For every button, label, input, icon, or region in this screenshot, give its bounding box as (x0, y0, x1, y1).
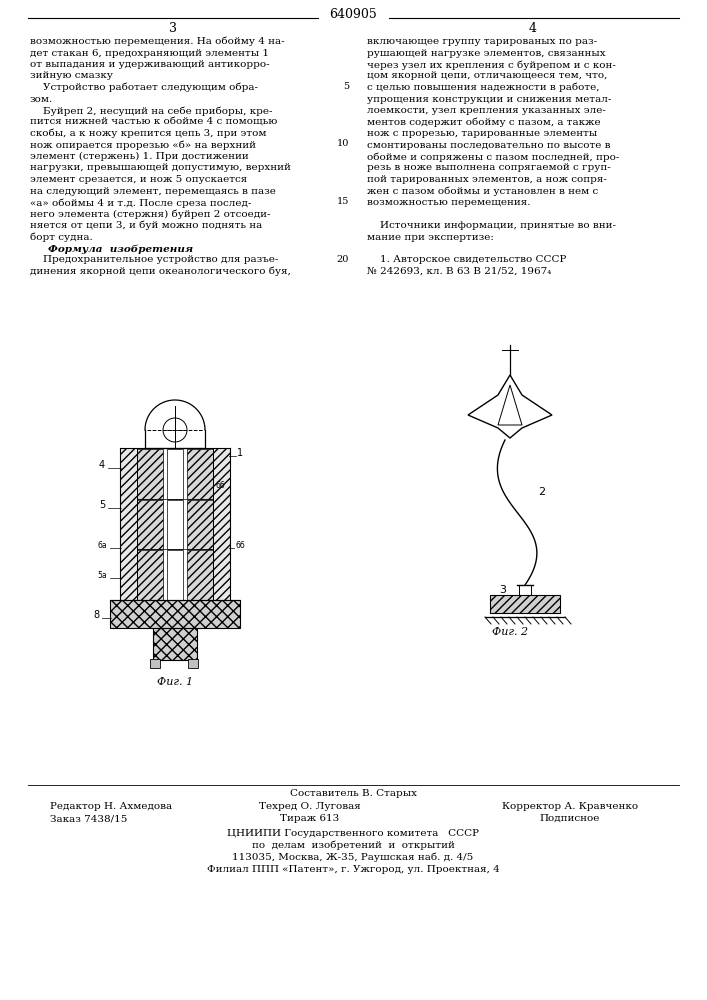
Bar (120, 448, 137, 600)
Bar (137, 550, 163, 600)
Text: включающее группу тарированых по раз-: включающее группу тарированых по раз- (367, 37, 597, 46)
Text: цом якорной цепи, отличающееся тем, что,: цом якорной цепи, отличающееся тем, что, (367, 72, 607, 81)
Text: динения якорной цепи океанологического буя,: динения якорной цепи океанологического б… (30, 267, 291, 276)
Text: обойме и сопряжены с пазом последней, про-: обойме и сопряжены с пазом последней, пр… (367, 152, 619, 161)
Text: 6б: 6б (236, 541, 245, 550)
Text: Источники информации, принятые во вни-: Источники информации, принятые во вни- (367, 221, 616, 230)
Text: ментов содержит обойму с пазом, а также: ментов содержит обойму с пазом, а также (367, 117, 601, 127)
Text: Буйреп 2, несущий на себе приборы, кре-: Буйреп 2, несущий на себе приборы, кре- (30, 106, 272, 115)
Bar (188, 659, 198, 668)
Text: возможностью перемещения. На обойму 4 на-: возможностью перемещения. На обойму 4 на… (30, 37, 285, 46)
Text: упрощения конструкции и снижения метал-: упрощения конструкции и снижения метал- (367, 95, 612, 104)
Bar (187, 550, 213, 600)
Text: смонтированы последовательно по высоте в: смонтированы последовательно по высоте в (367, 140, 611, 149)
Text: элемент срезается, и нож 5 опускается: элемент срезается, и нож 5 опускается (30, 175, 247, 184)
Text: зийную смазку: зийную смазку (30, 72, 113, 81)
Bar (110, 600, 240, 628)
Bar (167, 500, 183, 549)
Text: Формула  изобретения: Формула изобретения (48, 244, 193, 253)
Text: 3: 3 (169, 22, 177, 35)
Text: зом.: зом. (30, 95, 53, 104)
Text: Фиг. 1: Фиг. 1 (157, 677, 193, 687)
Text: мание при экспертизе:: мание при экспертизе: (367, 232, 494, 241)
Text: пится нижней частью к обойме 4 с помощью: пится нижней частью к обойме 4 с помощью (30, 117, 277, 126)
Text: Филиал ППП «Патент», г. Ужгород, ул. Проектная, 4: Филиал ППП «Патент», г. Ужгород, ул. Про… (206, 865, 499, 874)
Bar (490, 595, 560, 613)
Text: по  делам  изобретений  и  открытий: по делам изобретений и открытий (252, 841, 455, 850)
Text: скобы, а к ножу крепится цепь 3, при этом: скобы, а к ножу крепится цепь 3, при это… (30, 129, 267, 138)
Bar (137, 449, 163, 499)
Text: 5: 5 (99, 500, 105, 510)
Text: 1: 1 (237, 448, 243, 458)
Bar (153, 628, 197, 660)
Text: 8: 8 (93, 610, 99, 620)
Text: жен с пазом обоймы и установлен в нем с: жен с пазом обоймы и установлен в нем с (367, 186, 598, 196)
Text: Тираж 613: Тираж 613 (281, 814, 339, 823)
Bar (150, 659, 160, 668)
Bar (167, 550, 183, 600)
Text: Корректор А. Кравченко: Корректор А. Кравченко (502, 802, 638, 811)
Text: 6а: 6а (97, 541, 107, 550)
Text: дет стакан 6, предохраняющий элементы 1: дет стакан 6, предохраняющий элементы 1 (30, 48, 269, 57)
Text: с целью повышения надежности в работе,: с целью повышения надежности в работе, (367, 83, 600, 93)
Bar (213, 448, 230, 600)
Text: нож опирается прорезью «б» на верхний: нож опирается прорезью «б» на верхний (30, 140, 256, 150)
Text: № 242693, кл. В 63 В 21/52, 1967₄: № 242693, кл. В 63 В 21/52, 1967₄ (367, 267, 551, 276)
Text: 6б: 6б (216, 481, 226, 490)
Text: на следующий элемент, перемещаясь в пазе: на следующий элемент, перемещаясь в пазе (30, 186, 276, 196)
Text: Фиг. 2: Фиг. 2 (492, 627, 528, 637)
Text: Составитель В. Старых: Составитель В. Старых (289, 789, 416, 798)
Text: 3: 3 (500, 585, 506, 595)
Text: 4: 4 (529, 22, 537, 35)
Text: резь в ноже выполнена сопрягаемой с груп-: резь в ноже выполнена сопрягаемой с груп… (367, 163, 611, 172)
Text: Устройство работает следующим обра-: Устройство работает следующим обра- (30, 83, 258, 93)
Text: «а» обоймы 4 и т.д. После среза послед-: «а» обоймы 4 и т.д. После среза послед- (30, 198, 252, 208)
Text: Подписное: Подписное (540, 814, 600, 823)
Text: 5а: 5а (97, 571, 107, 580)
Text: 5: 5 (343, 82, 349, 91)
Text: 10: 10 (337, 139, 349, 148)
Text: няется от цепи 3, и буй можно поднять на: няется от цепи 3, и буй можно поднять на (30, 221, 262, 231)
Text: 113035, Москва, Ж-35, Раушская наб. д. 4/5: 113035, Москва, Ж-35, Раушская наб. д. 4… (233, 853, 474, 862)
Bar (167, 449, 183, 499)
Text: борт судна.: борт судна. (30, 232, 93, 242)
Text: лоемкости, узел крепления указанных эле-: лоемкости, узел крепления указанных эле- (367, 106, 606, 115)
Text: Редактор Н. Ахмедова: Редактор Н. Ахмедова (50, 802, 172, 811)
Text: Предохранительное устройство для разъе-: Предохранительное устройство для разъе- (30, 255, 279, 264)
Text: 2: 2 (539, 487, 546, 497)
Text: 640905: 640905 (329, 8, 377, 21)
Text: элемент (стержень) 1. При достижении: элемент (стержень) 1. При достижении (30, 152, 249, 161)
Bar (187, 449, 213, 499)
Text: 4: 4 (99, 460, 105, 470)
Text: него элемента (стержня) буйреп 2 отсоеди-: него элемента (стержня) буйреп 2 отсоеди… (30, 210, 271, 219)
Text: ЦНИИПИ Государственного комитета   СССР: ЦНИИПИ Государственного комитета СССР (227, 829, 479, 838)
Text: Техред О. Луговая: Техред О. Луговая (259, 802, 361, 811)
Text: 20: 20 (337, 254, 349, 263)
Bar (187, 500, 213, 549)
Text: через узел их крепления с буйрепом и с кон-: через узел их крепления с буйрепом и с к… (367, 60, 616, 70)
Text: нагрузки, превышающей допустимую, верхний: нагрузки, превышающей допустимую, верхни… (30, 163, 291, 172)
Text: 1. Авторское свидетельство СССР: 1. Авторское свидетельство СССР (367, 255, 566, 264)
Bar (137, 500, 163, 549)
Text: рушающей нагрузке элементов, связанных: рушающей нагрузке элементов, связанных (367, 48, 606, 57)
Text: Заказ 7438/15: Заказ 7438/15 (50, 814, 127, 823)
Text: пой тарированных элементов, а нож сопря-: пой тарированных элементов, а нож сопря- (367, 175, 607, 184)
Text: от выпадания и удерживающий антикорро-: от выпадания и удерживающий антикорро- (30, 60, 269, 69)
Text: возможностью перемещения.: возможностью перемещения. (367, 198, 530, 207)
Text: 15: 15 (337, 197, 349, 206)
Text: нож с прорезью, тарированные элементы: нож с прорезью, тарированные элементы (367, 129, 597, 138)
